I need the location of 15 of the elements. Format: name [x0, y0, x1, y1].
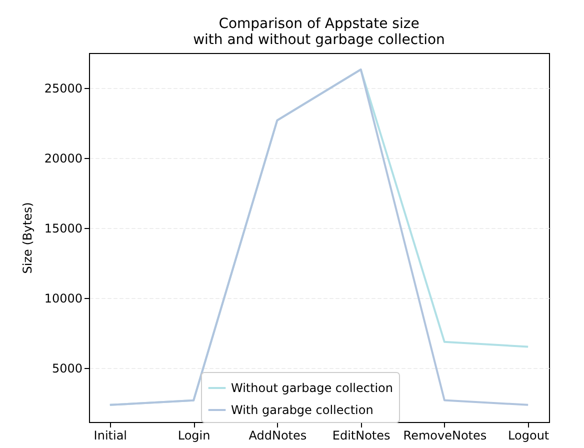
y-tick-label: 10000 — [44, 292, 82, 306]
x-tick-label: EditNotes — [332, 428, 390, 442]
y-tick-label: 5000 — [52, 362, 82, 376]
x-tick-label: Login — [178, 428, 210, 442]
y-axis-title: Size (Bytes) — [20, 202, 34, 274]
x-tick-label: Initial — [94, 428, 128, 442]
chart-title: Comparison of Appstate size with and without garbage collection — [193, 16, 445, 48]
x-tick-label: Logout — [508, 428, 550, 442]
legend-label: With garabge collection — [231, 403, 374, 417]
x-tick-label: AddNotes — [248, 428, 307, 442]
y-tick-label: 15000 — [44, 222, 82, 236]
y-tick-label: 20000 — [44, 152, 82, 166]
legend-label: Without garbage collection — [231, 381, 393, 395]
y-tick-label: 25000 — [44, 82, 82, 96]
x-tick-label: RemoveNotes — [403, 428, 487, 442]
